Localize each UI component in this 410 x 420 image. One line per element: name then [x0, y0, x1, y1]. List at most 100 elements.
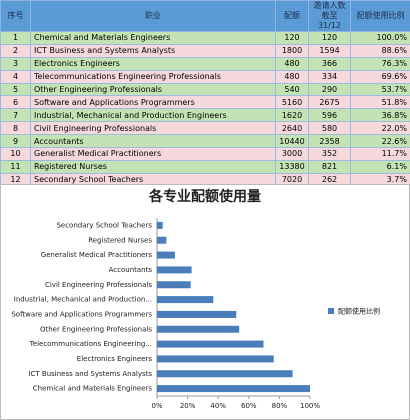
x-tick-label: 80% [272, 402, 288, 410]
legend-label: 配额使用比例 [338, 307, 380, 316]
table-cell: 596 [308, 108, 351, 123]
y-tick-label: Software and Applications Programmers [11, 310, 152, 318]
table-cell: 480 [275, 56, 309, 71]
bar [157, 266, 192, 274]
table-cell: 11.7% [350, 147, 410, 161]
chart: 各专业配额使用量 0% 20% 40% 60% 80% 100% Chemical and M… [0, 184, 410, 420]
table-cell: 290 [308, 82, 351, 97]
table-row: 1 Chemical and Materials Engineers 120 120 1… [0, 31, 410, 45]
table-cell: 3 [0, 56, 31, 71]
table-cell: 10440 [275, 134, 309, 149]
header-cell: 邀请人数截至31/12 [308, 0, 351, 32]
table-body: 1 Chemical and Materials Engineers 120 120 1… [0, 31, 410, 187]
table-cell: Generalist Medical Practitioners [30, 147, 276, 161]
table-row: 6 Software and Applications Programmers 51… [0, 95, 410, 110]
table-cell: 2675 [308, 95, 351, 110]
table-cell: 366 [308, 56, 351, 71]
table-cell: 120 [308, 31, 351, 45]
table-cell: Civil Engineering Professionals [30, 121, 276, 136]
y-tick-label: Industrial, Mechanical and Production... [14, 296, 152, 304]
table-cell: 36.8% [350, 108, 410, 123]
table-row: 7 Industrial, Mechanical and Production E… [0, 108, 410, 123]
table-cell: 5 [0, 82, 31, 97]
x-tick-label: 0% [151, 402, 162, 410]
table-cell: 6 [0, 95, 31, 110]
table-row: 2 ICT Business and Systems Analysts 1800 15… [0, 43, 410, 58]
legend-swatch [328, 308, 334, 314]
table-cell: 540 [275, 82, 309, 97]
table-cell: 334 [308, 69, 351, 84]
bar [157, 370, 293, 378]
table-cell: 76.3% [350, 56, 410, 71]
table-cell: 10 [0, 147, 31, 161]
table-cell: 480 [275, 69, 309, 84]
bar [157, 385, 310, 393]
table-cell: 1 [0, 31, 31, 45]
table-row: 10 Generalist Medical Practitioners 3000 35… [0, 147, 410, 161]
table-cell: Industrial, Mechanical and Production En… [30, 108, 276, 123]
table-cell: Telecommunications Engineering Professio… [30, 69, 276, 84]
y-tick-label: Other Engineering Professionals [40, 325, 152, 333]
chart-title: 各专业配额使用量 [148, 188, 261, 205]
x-tick-label: 60% [241, 402, 257, 410]
table-row: 8 Civil Engineering Professionals 2640 580 2… [0, 121, 410, 136]
table-cell: 7 [0, 108, 31, 123]
table-cell: 3.7% [350, 172, 410, 187]
x-tick-label: 100% [300, 402, 320, 410]
y-tick-label: Accountants [109, 266, 153, 274]
y-tick-label: Generalist Medical Practitioners [41, 251, 153, 259]
y-tick-label: Chemical and Materials Engineers [33, 385, 153, 393]
bar [157, 221, 163, 229]
y-tick-label: Civil Engineering Professionals [45, 281, 152, 289]
y-tick-label: Secondary School Teachers [56, 221, 152, 229]
header-cell: 职业 [30, 0, 276, 32]
quota-table: 序号 职业 配额 邀请人数截至31/12 配额使用比例 1 Chemical and Ma… [0, 0, 410, 187]
header-cell: 配额 [275, 0, 309, 32]
table-cell: 1620 [275, 108, 309, 123]
table-cell: 352 [308, 147, 351, 161]
table-row: 9 Accountants 10440 2358 22.6% [0, 134, 410, 149]
table-cell: 1594 [308, 43, 351, 58]
header-cell: 配额使用比例 [350, 0, 410, 32]
table-cell: Secondary School Teachers [30, 172, 276, 187]
bar [157, 251, 175, 259]
table-cell: 580 [308, 121, 351, 136]
bar [157, 281, 191, 289]
table-row: 11 Registered Nurses 13380 821 6.1% [0, 159, 410, 174]
table-cell: 6.1% [350, 159, 410, 174]
table-cell: 22.0% [350, 121, 410, 136]
table-cell: Other Engineering Professionals [30, 82, 276, 97]
table-cell: 8 [0, 121, 31, 136]
bar [157, 296, 214, 304]
table-cell: 821 [308, 159, 351, 174]
table-cell: 2640 [275, 121, 309, 136]
table-cell: 12 [0, 172, 31, 187]
table-cell: 9 [0, 134, 31, 149]
table-cell: Electronics Engineers [30, 56, 276, 71]
y-tick-label: ICT Business and Systems Analysts [28, 370, 152, 378]
table-cell: 100.0% [350, 31, 410, 45]
bar [157, 340, 264, 348]
table-cell: 69.6% [350, 69, 410, 84]
bar [157, 355, 274, 363]
table-cell: 5160 [275, 95, 309, 110]
table-row: 3 Electronics Engineers 480 366 76.3% [0, 56, 410, 71]
table-cell: ICT Business and Systems Analysts [30, 43, 276, 58]
table-cell: 51.8% [350, 95, 410, 110]
table-cell: Software and Applications Programmers [30, 95, 276, 110]
header-row: 序号 职业 配额 邀请人数截至31/12 配额使用比例 [0, 0, 410, 32]
bar [157, 236, 167, 244]
header-cell: 序号 [0, 0, 31, 32]
table-cell: 2 [0, 43, 31, 58]
table-row: 5 Other Engineering Professionals 540 290 53… [0, 82, 410, 97]
table-cell: 3000 [275, 147, 309, 161]
table-cell: Accountants [30, 134, 276, 149]
table-cell: 13380 [275, 159, 309, 174]
table-cell: Chemical and Materials Engineers [30, 31, 276, 45]
y-tick-label: Electronics Engineers [77, 355, 153, 363]
table-row: 4 Telecommunications Engineering Professi… [0, 69, 410, 84]
bar [157, 325, 240, 333]
x-tick-label: 20% [180, 402, 196, 410]
table-cell: 22.6% [350, 134, 410, 149]
